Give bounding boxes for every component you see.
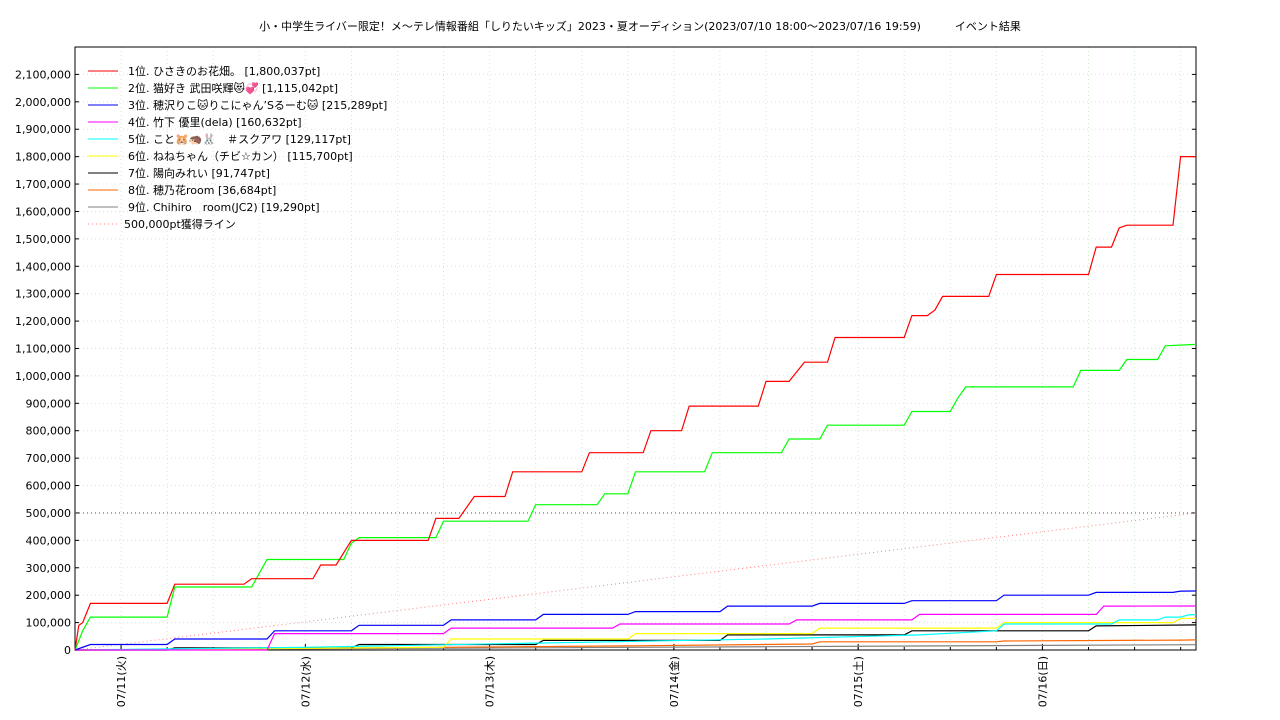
y-tick-label: 2,000,000 bbox=[15, 96, 71, 109]
legend-label: 6位. ねねちゃん（チビ☆カン） [115,700pt] bbox=[128, 149, 353, 163]
legend-label: 9位. Chihiro room(JC2) [19,290pt] bbox=[128, 200, 320, 214]
y-tick-label: 1,400,000 bbox=[15, 260, 71, 273]
series-line bbox=[74, 614, 1197, 651]
y-tick-label: 400,000 bbox=[26, 534, 72, 547]
y-tick-label: 1,900,000 bbox=[15, 123, 71, 136]
x-tick-label: 07/11(火) bbox=[115, 656, 128, 707]
x-tick-label: 07/16(日) bbox=[1036, 656, 1049, 707]
legend-label: 5位. こと🐹🦔🐰 ＃スクアワ [129,117pt] bbox=[128, 132, 351, 146]
series-line bbox=[74, 590, 1197, 651]
y-tick-label: 200,000 bbox=[26, 589, 72, 602]
y-tick-label: 0 bbox=[64, 644, 71, 657]
chart-subtitle: イベント結果 bbox=[955, 19, 1021, 33]
series-line bbox=[75, 624, 1197, 651]
y-tick-label: 700,000 bbox=[26, 452, 72, 465]
chart-title: 小・中学生ライバー限定！メ〜テレ情報番組「しりたいキッズ」2023・夏オーディシ… bbox=[259, 19, 1021, 33]
y-tick-label: 1,200,000 bbox=[15, 315, 71, 328]
y-tick-label: 800,000 bbox=[26, 425, 72, 438]
legend-label: 1位. ひさきのお花畑。 [1,800,037pt] bbox=[128, 64, 320, 78]
x-axis: 07/11(火) 07/12(水) 07/13(木) 07/14(金) 07/15(土)… bbox=[74, 644, 1182, 707]
legend-label: 4位. 竹下 優里(dela) [160,632pt] bbox=[128, 115, 301, 129]
series-line bbox=[74, 156, 1196, 651]
y-tick-label: 100,000 bbox=[26, 617, 72, 630]
legend-label: 500,000pt獲得ライン bbox=[124, 218, 236, 231]
y-tick-label: 600,000 bbox=[26, 480, 72, 493]
x-tick-label: 07/12(水) bbox=[299, 656, 312, 707]
y-tick-label: 500,000 bbox=[26, 507, 72, 520]
series-line bbox=[74, 617, 1197, 651]
series-group bbox=[74, 156, 1197, 651]
legend-label: 3位. 穂沢りこ🐱りこにゃん’Sるーむ🐱 [215,289pt] bbox=[128, 98, 387, 112]
y-tick-label: 1,700,000 bbox=[15, 178, 71, 191]
x-tick-label: 07/14(金) bbox=[667, 656, 681, 707]
y-tick-label: 1,500,000 bbox=[15, 233, 71, 246]
y-tick-label: 1,600,000 bbox=[15, 205, 71, 218]
x-tick-label: 07/13(木) bbox=[484, 656, 497, 707]
y-tick-label: 1,300,000 bbox=[15, 288, 71, 301]
series-line bbox=[75, 605, 1197, 651]
y-tick-label: 1,800,000 bbox=[15, 151, 71, 164]
legend: 1位. ひさきのお花畑。 [1,800,037pt] 2位. 猫好き 武田咲輝😻💞… bbox=[88, 64, 387, 231]
legend-label: 2位. 猫好き 武田咲輝😻💞 [1,115,042pt] bbox=[128, 81, 338, 95]
y-tick-label: 1,100,000 bbox=[15, 343, 71, 356]
series-line bbox=[74, 343, 1197, 651]
series-line bbox=[74, 512, 1197, 651]
legend-label: 8位. 穂乃花room [36,684pt] bbox=[128, 183, 276, 197]
y-tick-label: 300,000 bbox=[26, 562, 72, 575]
y-tick-label: 900,000 bbox=[26, 397, 72, 410]
y-tick-label: 1,000,000 bbox=[15, 370, 71, 383]
y-tick-label: 2,100,000 bbox=[15, 68, 71, 81]
legend-label: 7位. 陽向みれい [91,747pt] bbox=[128, 166, 270, 180]
y-axis: 0 100,000 200,000 300,000 400,000 500,000 600,… bbox=[15, 68, 1196, 657]
x-tick-label: 07/15(土) bbox=[852, 656, 865, 707]
